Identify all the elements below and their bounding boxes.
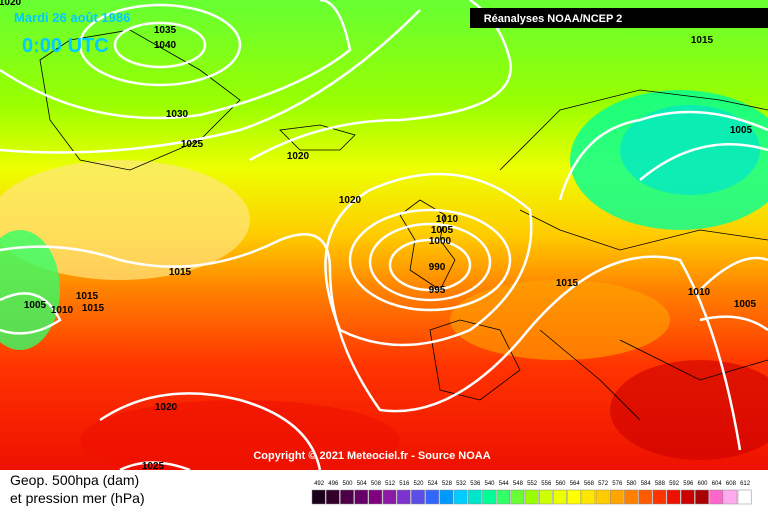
isobar-label: 1020 [155,402,178,413]
scale-label: 608 [726,481,737,487]
isobar-label: 1015 [76,291,99,302]
scale-swatch [709,489,724,505]
scale-label: 504 [357,481,368,487]
scale-swatch [510,489,525,505]
scale-label: 572 [598,481,609,487]
scale-label: 548 [513,481,524,487]
scale-swatch [354,489,369,505]
scale-label: 508 [371,481,382,487]
scale-label: 604 [712,481,723,487]
isobar-label: 1010 [436,214,459,225]
copyright: Copyright © 2021 Meteociel.fr - Source N… [253,450,490,462]
scale-label: 520 [413,481,424,487]
scale-label: 580 [626,481,637,487]
isobar-label: 1040 [154,40,177,51]
scale-label: 528 [442,481,453,487]
scale-swatch [368,489,383,505]
scale-swatch [396,489,411,505]
scale-label: 536 [470,481,481,487]
scale-label: 596 [683,481,694,487]
scale-label: 540 [484,481,495,487]
scale-label: 592 [669,481,680,487]
scale-swatch [553,489,567,505]
scale-label: 612 [740,481,751,487]
scale-swatch [311,489,326,505]
isobar-label: 1010 [51,305,74,316]
scale-swatch [467,489,482,505]
scale-swatch [737,489,752,505]
scale-swatch [595,489,610,505]
scale-label: 552 [527,481,538,487]
scale-label: 584 [641,481,652,487]
scale-label: 496 [328,481,339,487]
scale-swatch [524,489,539,505]
date: Mardi 26 août 1986 [14,10,130,25]
scale-swatch [340,489,354,505]
scale-label: 560 [555,481,566,487]
isobar-labels: 1020103510401030102510201020101010051000… [0,0,757,472]
scale-swatch [652,489,667,505]
scale-label: 532 [456,481,467,487]
scale-swatch [695,489,709,505]
source: Réanalyses NOAA/NCEP 2 [484,13,623,25]
scale-label: 524 [428,481,439,487]
scale-swatch [411,489,425,505]
isobar-label: 1000 [429,236,452,247]
scale-swatch [666,489,681,505]
scale-label: 568 [584,481,595,487]
scale-swatch [638,489,653,505]
isobar-label: 995 [429,285,446,296]
legend-title: Geop. 500hpa (dam) [10,472,139,488]
scale-label: 600 [697,481,708,487]
scale-label: 576 [612,481,623,487]
isobar-label: 1005 [24,300,47,311]
isobar-label: 1020 [0,0,22,8]
scale-swatch [382,489,397,505]
isobar-label: 1035 [154,25,177,36]
isobar-label: 1005 [431,225,454,236]
isobar-label: 1030 [166,109,189,120]
coastlines [39,29,768,421]
scale-swatch [567,489,582,505]
scale-swatch [325,489,340,505]
legend-subtitle: et pression mer (hPa) [10,490,145,506]
scale-label: 492 [314,481,325,487]
scale-swatch [624,489,638,505]
scale-swatch [425,489,440,505]
source-box [470,8,768,28]
isobar-label: 1025 [142,461,165,472]
isobar-label: 1015 [169,267,192,278]
time: 0:00 UTC [22,35,109,57]
scale-swatch [723,489,738,505]
scale-swatch [581,489,596,505]
isobar-label: 1005 [734,299,757,310]
isobar-label: 1005 [730,125,753,136]
isobar-label: 1020 [287,151,310,162]
scale-swatch [439,489,454,505]
isobar-label: 1020 [339,195,362,206]
scale-label: 588 [655,481,666,487]
scale-label: 516 [399,481,410,487]
scale-swatch [496,489,511,505]
isobar-label: 1015 [691,35,714,46]
scale-label: 544 [499,481,510,487]
isobar-label: 1015 [556,278,579,289]
isobar-label: 990 [429,262,446,273]
scale-swatch [680,489,695,505]
scale-swatch [453,489,468,505]
isobar-label: 1015 [82,303,105,314]
field-blobs [0,90,768,480]
isobar-label: 1025 [181,139,204,150]
scale-swatch [482,489,496,505]
color-scale: 492 496 500 504 508 512 516 520 524 528 532 536 540 5… [311,481,752,505]
scale-label: 564 [570,481,581,487]
isobars [0,0,768,470]
isobar-label: 1010 [688,287,711,298]
scale-label: 556 [541,481,552,487]
scale-label: 512 [385,481,396,487]
scale-swatch [609,489,624,505]
scale-swatch [538,489,553,505]
scale-label: 500 [342,481,353,487]
